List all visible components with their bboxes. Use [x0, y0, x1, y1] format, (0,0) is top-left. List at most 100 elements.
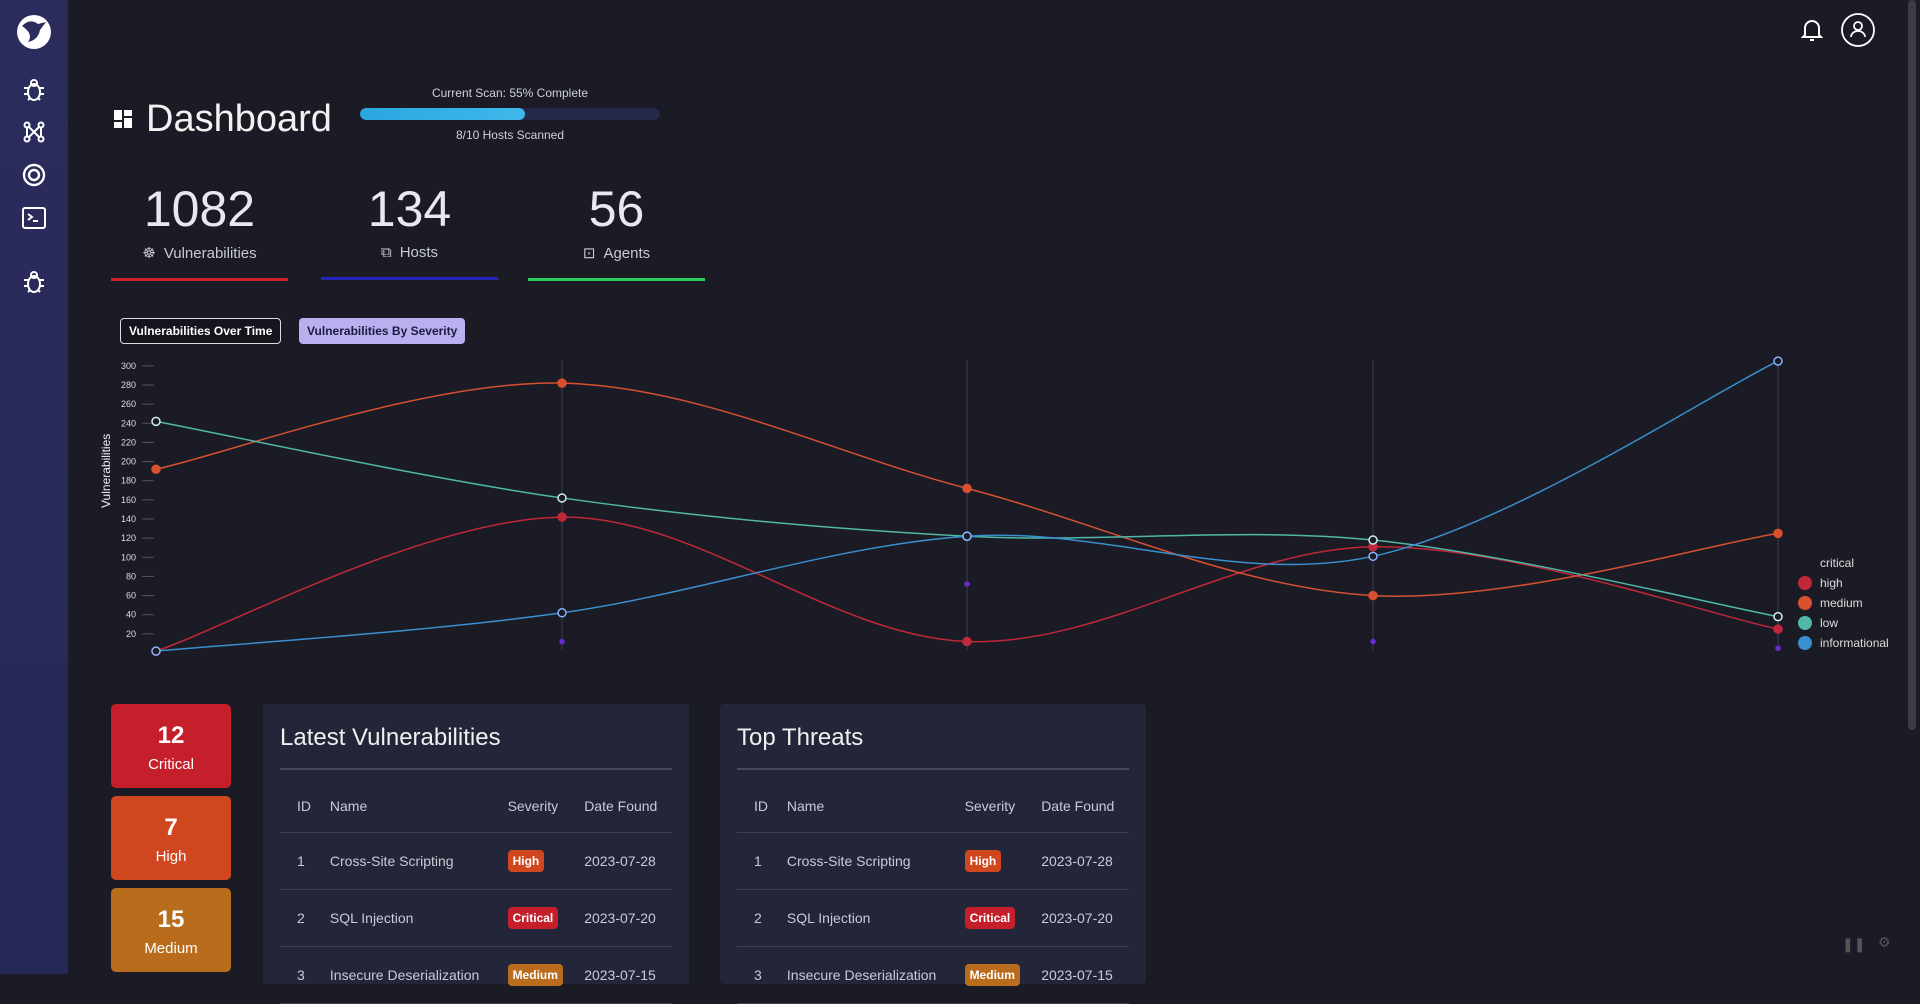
- table-row[interactable]: 3 Insecure Deserialization Medium 2023-07-1…: [280, 946, 672, 1004]
- data-point-informational[interactable]: [151, 646, 161, 656]
- table-row[interactable]: 1 Cross-Site Scripting High 2023-07-28: [737, 832, 1129, 890]
- data-point-medium[interactable]: [557, 378, 567, 388]
- table-row[interactable]: 1 Cross-Site Scripting High 2023-07-28: [280, 832, 672, 890]
- severity-badge: High: [507, 850, 545, 872]
- data-point-high[interactable]: [1773, 624, 1783, 634]
- data-point-informational[interactable]: [557, 608, 567, 618]
- panel-title: Top Threats: [737, 724, 1129, 770]
- data-point-medium[interactable]: [151, 464, 161, 474]
- stat-underline: [528, 278, 705, 281]
- severity-card-medium[interactable]: 15 Medium: [111, 888, 231, 972]
- data-point-informational[interactable]: [1773, 356, 1783, 366]
- table-cell: Insecure Deserialization: [321, 946, 500, 1004]
- legend-label: informational: [1820, 636, 1889, 650]
- devices-icon: ⧉: [380, 244, 392, 261]
- stat-agents: 56 ⊡ Agents: [528, 180, 705, 281]
- y-tick-label: 40: [126, 610, 136, 620]
- progress-fill: [360, 108, 525, 120]
- settings-icon[interactable]: ⚙: [1878, 934, 1891, 950]
- terminal-icon[interactable]: [18, 202, 50, 234]
- data-point-critical[interactable]: [1370, 638, 1376, 645]
- latest-vulnerabilities-table: ID Name Severity Date Found 1 Cross-Site Scri…: [280, 784, 672, 1004]
- table-cell: 2023-07-15: [1033, 946, 1129, 1004]
- data-point-high[interactable]: [962, 636, 972, 647]
- bug-icon[interactable]: [18, 74, 50, 106]
- column-header: Date Found: [576, 784, 672, 833]
- table-cell: 2023-07-15: [576, 946, 672, 1004]
- pause-icon[interactable]: ❚❚: [1842, 936, 1866, 952]
- column-header: Date Found: [1033, 784, 1129, 833]
- table-cell: 1: [280, 832, 322, 890]
- column-header: Name: [321, 784, 500, 833]
- column-header: Severity: [499, 784, 577, 833]
- legend-swatch: [1798, 596, 1812, 610]
- data-point-low[interactable]: [557, 493, 567, 503]
- stat-label: Agents: [603, 244, 651, 262]
- severity-badge: Medium: [964, 964, 1020, 986]
- data-point-low[interactable]: [1773, 611, 1783, 622]
- table-row[interactable]: 3 Insecure Deserialization Medium 2023-07-1…: [737, 946, 1129, 1004]
- data-point-critical[interactable]: [559, 638, 565, 645]
- stat-hosts: 134 ⧉ Hosts: [321, 180, 498, 280]
- legend-item-informational[interactable]: informational: [1798, 633, 1889, 653]
- data-point-informational[interactable]: [1368, 551, 1378, 562]
- y-tick-label: 200: [121, 457, 136, 467]
- data-point-medium[interactable]: [1368, 590, 1378, 601]
- progress-bar: [360, 108, 660, 120]
- legend-label: high: [1820, 576, 1843, 590]
- data-point-medium[interactable]: [1773, 528, 1783, 539]
- severity-line-chart: 20 40 60 80 100 120 140 160 180 200 220 240 260 280 30…: [99, 356, 1783, 656]
- table-row[interactable]: 2 SQL Injection Critical 2023-07-20: [280, 889, 672, 947]
- column-header: ID: [280, 784, 322, 833]
- table-cell: 2: [737, 889, 779, 947]
- data-point-critical[interactable]: [1775, 645, 1781, 651]
- column-header: Name: [778, 784, 957, 833]
- legend-label: critical: [1820, 556, 1855, 570]
- severity-label: Critical: [148, 756, 194, 773]
- data-point-low[interactable]: [151, 416, 161, 427]
- data-point-critical[interactable]: [964, 581, 970, 587]
- bug-icon[interactable]: [18, 266, 50, 298]
- logo-icon[interactable]: [16, 14, 52, 50]
- top-threats-table: ID Name Severity Date Found 1 Cross-Site Scri…: [737, 784, 1129, 1004]
- legend-swatch: [1798, 636, 1812, 650]
- y-tick-label: 300: [121, 361, 136, 371]
- table-cell: Insecure Deserialization: [778, 946, 957, 1004]
- legend-item-critical[interactable]: critical: [1798, 553, 1889, 573]
- table-cell: 1: [737, 832, 779, 890]
- network-icon[interactable]: [18, 116, 50, 148]
- stat-vulnerabilities: 1082 ☸ Vulnerabilities: [111, 180, 288, 281]
- y-tick-label: 160: [121, 495, 136, 505]
- data-point-low[interactable]: [1368, 535, 1378, 545]
- user-avatar-icon[interactable]: [1840, 12, 1876, 48]
- data-point-medium[interactable]: [962, 483, 972, 494]
- bell-icon[interactable]: [1794, 12, 1830, 48]
- tab-vulnerabilities-over-time[interactable]: Vulnerabilities Over Time: [120, 318, 282, 344]
- scan-label: Current Scan: 55% Complete: [431, 86, 589, 100]
- stat-value: 134: [367, 181, 452, 237]
- scrollbar[interactable]: [1908, 0, 1916, 730]
- legend-label: medium: [1820, 596, 1863, 610]
- hosts-scanned: 8/10 Hosts Scanned: [455, 128, 565, 142]
- terminal-icon: ⊡: [582, 245, 596, 262]
- severity-label: Medium: [144, 940, 198, 957]
- data-point-high[interactable]: [557, 512, 567, 522]
- scan-progress: Current Scan: 55% Complete 8/10 Hosts Sc…: [360, 86, 660, 142]
- table-cell: 2023-07-28: [1033, 832, 1129, 890]
- y-tick-label: 140: [121, 514, 136, 524]
- stat-label: Vulnerabilities: [163, 244, 257, 262]
- y-tick-label: 240: [121, 418, 136, 428]
- legend-item-medium[interactable]: medium: [1798, 593, 1889, 613]
- data-point-informational[interactable]: [962, 531, 972, 541]
- severity-count: 15: [157, 906, 185, 933]
- table-row[interactable]: 2 SQL Injection Critical 2023-07-20: [737, 889, 1129, 947]
- table-cell: 3: [280, 946, 322, 1004]
- legend-item-high[interactable]: high: [1798, 573, 1889, 593]
- tab-vulnerabilities-by-severity[interactable]: Vulnerabilities By Severity: [299, 318, 466, 344]
- target-icon[interactable]: [18, 159, 50, 191]
- severity-card-high[interactable]: 7 High: [111, 796, 231, 880]
- y-tick-label: 80: [126, 571, 136, 581]
- stat-value: 1082: [143, 181, 256, 237]
- legend-item-low[interactable]: low: [1798, 613, 1889, 633]
- severity-card-critical[interactable]: 12 Critical: [111, 704, 231, 788]
